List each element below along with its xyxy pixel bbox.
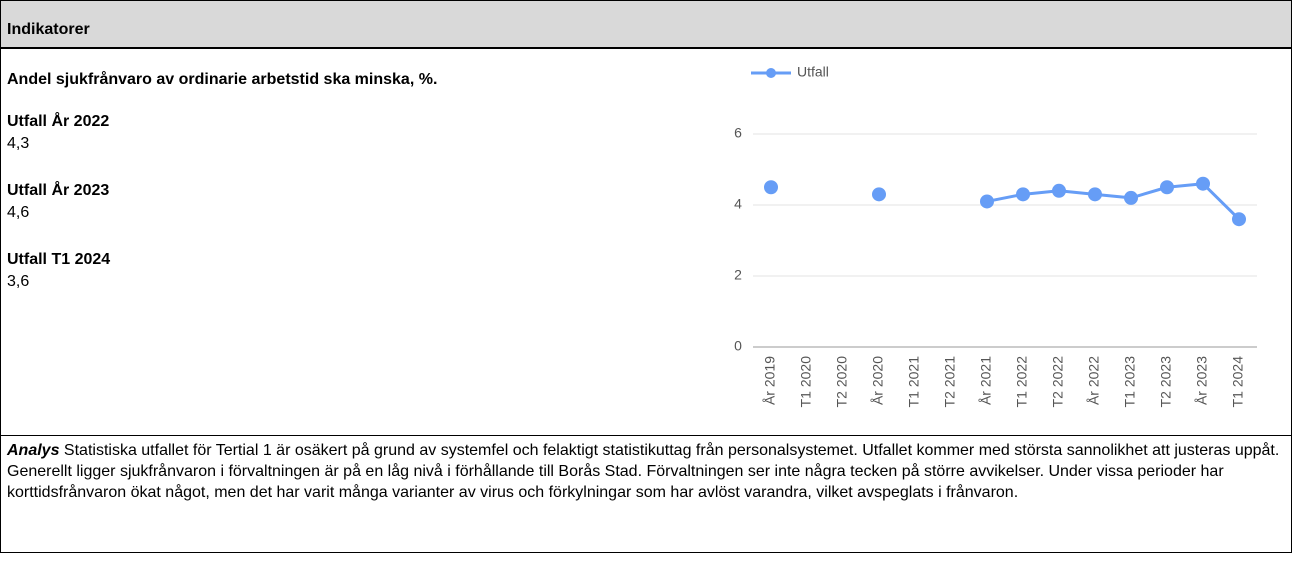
point [1160, 180, 1174, 195]
indicator-title: Andel sjukfrånvaro av ordinarie arbetsti… [7, 71, 438, 88]
point [1052, 183, 1066, 198]
x-tick-label: T2 2020 [834, 356, 850, 408]
header-title: Indikatorer [7, 21, 90, 38]
legend-label: Utfall [797, 64, 829, 80]
point [1088, 187, 1102, 202]
point [1016, 187, 1030, 202]
chart: 0 2 4 6 År 2019 T1 2020 T2 2020 År 2020 T1 2021 T… [734, 64, 1257, 408]
point [872, 187, 886, 202]
y-tick-label: 6 [734, 125, 742, 141]
item-value: 4,6 [7, 204, 30, 221]
item-label: Utfall T1 2024 [7, 251, 111, 268]
legend-marker [766, 68, 776, 78]
analysis: Analys Statistiska utfallet för Tertial … [1, 435, 1291, 562]
analysis-text: Statistiska utfallet för Tertial 1 är os… [7, 442, 1280, 501]
x-tick-label: T2 2022 [1050, 356, 1066, 408]
x-tick-label: År 2023 [1194, 356, 1210, 405]
point [980, 194, 994, 209]
point [1232, 212, 1246, 227]
item-label: Utfall År 2022 [7, 113, 110, 130]
item-value: 3,6 [7, 273, 30, 290]
x-tick-label: T1 2020 [798, 356, 814, 408]
x-tick-label: År 2020 [870, 356, 886, 405]
x-tick-label: T1 2024 [1230, 356, 1246, 408]
header: Indikatorer [1, 1, 1291, 49]
x-tick-label: År 2019 [762, 356, 778, 405]
y-tick-label: 0 [734, 338, 742, 354]
x-tick-label: År 2022 [1086, 356, 1102, 405]
x-tick-label: T2 2021 [942, 356, 958, 408]
point [1196, 176, 1210, 191]
point [1124, 190, 1138, 205]
y-tick-label: 4 [734, 196, 742, 212]
x-tick-label: År 2021 [978, 356, 994, 405]
x-tick-label: T1 2022 [1014, 356, 1030, 408]
point [764, 180, 778, 195]
item-value: 4,3 [7, 135, 30, 152]
x-tick-label: T1 2023 [1122, 356, 1138, 408]
item-label: Utfall År 2023 [7, 182, 110, 199]
x-tick-label: T2 2023 [1158, 356, 1174, 408]
analysis-label: Analys [7, 442, 60, 459]
x-tick-label: T1 2021 [906, 356, 922, 408]
y-tick-label: 2 [734, 267, 742, 283]
